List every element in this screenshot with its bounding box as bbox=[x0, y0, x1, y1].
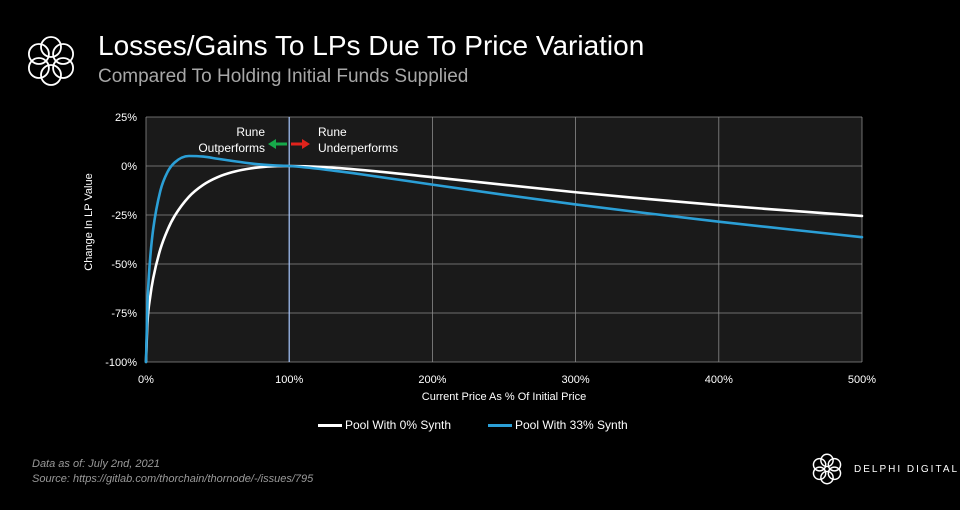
x-axis: 0% 100% 200% 300% 400% 500% bbox=[138, 374, 876, 386]
legend-item-33pct-synth: Pool With 33% Synth bbox=[488, 418, 628, 432]
x-axis-label: Current Price As % Of Initial Price bbox=[422, 391, 586, 403]
delphi-brand-icon bbox=[812, 453, 842, 485]
x-tick-label: 500% bbox=[848, 374, 876, 386]
y-tick-label: -50% bbox=[111, 259, 137, 271]
y-axis: 25% 0% -25% -50% -75% -100% bbox=[105, 112, 137, 369]
source-note: Source: https://gitlab.com/thorchain/tho… bbox=[32, 473, 314, 485]
lp-value-chart: 25% 0% -25% -50% -75% -100% 0% 100% 200% 300% 400… bbox=[83, 112, 876, 403]
legend: Pool With 0% Synth Pool With 33% Synth bbox=[0, 418, 960, 438]
arrow-right-red-icon bbox=[291, 139, 310, 149]
legend-item-0pct-synth: Pool With 0% Synth bbox=[318, 418, 451, 432]
legend-swatch-blue bbox=[488, 423, 512, 427]
page-subtitle: Compared To Holding Initial Funds Suppli… bbox=[98, 66, 469, 87]
brand-mark: DELPHI DIGITAL bbox=[808, 450, 959, 488]
y-tick-label: -100% bbox=[105, 357, 137, 369]
delphi-logo-icon bbox=[27, 36, 74, 86]
legend-swatch-white bbox=[318, 423, 342, 427]
x-tick-label: 0% bbox=[138, 374, 154, 386]
plot-area bbox=[146, 117, 862, 362]
series-line-33pct-synth bbox=[144, 154, 864, 364]
annotation-rune-outperforms-line2: Outperforms bbox=[198, 141, 265, 155]
annotation-rune-outperforms-line1: Rune bbox=[236, 125, 265, 139]
y-tick-label: -25% bbox=[111, 210, 137, 222]
x-tick-label: 200% bbox=[418, 374, 446, 386]
brand-name: DELPHI DIGITAL bbox=[854, 463, 960, 475]
series-line-0pct-synth bbox=[144, 164, 864, 364]
y-axis-label: Change In LP Value bbox=[83, 173, 95, 270]
x-tick-label: 400% bbox=[705, 374, 733, 386]
x-tick-label: 300% bbox=[562, 374, 590, 386]
grid-lines bbox=[145, 116, 863, 363]
data-as-of-note: Data as of: July 2nd, 2021 bbox=[32, 458, 160, 470]
arrow-left-green-icon bbox=[268, 139, 287, 149]
y-tick-label: 25% bbox=[115, 112, 137, 124]
legend-label-33pct-synth: Pool With 33% Synth bbox=[515, 418, 628, 432]
annotation-rune-underperforms-line2: Underperforms bbox=[318, 141, 398, 155]
legend-label-0pct-synth: Pool With 0% Synth bbox=[345, 418, 452, 432]
annotation-rune-underperforms-line1: Rune bbox=[318, 125, 347, 139]
y-tick-label: -75% bbox=[111, 308, 137, 320]
x-tick-label: 100% bbox=[275, 374, 303, 386]
y-tick-label: 0% bbox=[121, 161, 137, 173]
page-title: Losses/Gains To LPs Due To Price Variati… bbox=[98, 30, 645, 61]
